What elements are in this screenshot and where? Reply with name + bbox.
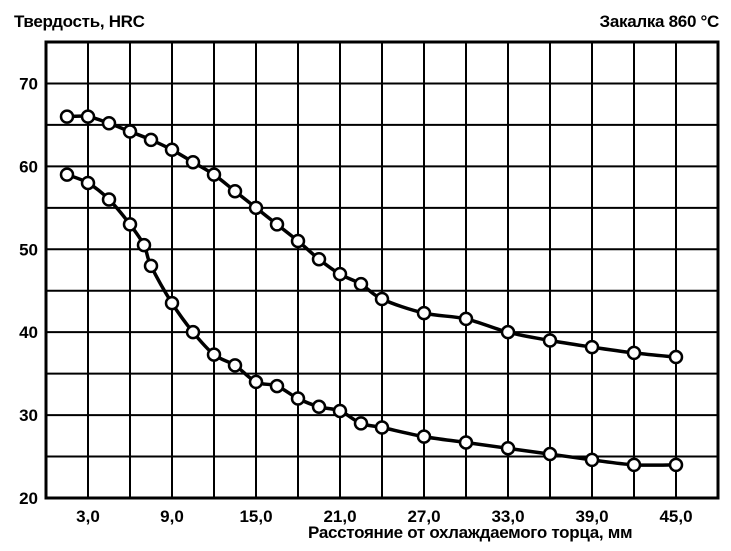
data-point [416,305,432,321]
data-point [206,167,222,182]
series-line-2 [66,173,677,467]
y-tick-label: 40 [19,323,38,342]
y-tick-label: 30 [19,406,38,425]
y-axis-label: Твердость, HRC [14,12,145,31]
x-tick-label: 9,0 [160,507,184,526]
data-point [185,324,201,340]
y-tick-label: 60 [19,157,38,176]
data-point [542,446,558,462]
data-point [542,333,558,348]
y-tick-labels: 20 30 40 50 60 70 [19,74,38,508]
data-point [80,109,96,124]
data-point [290,391,306,406]
data-point [353,276,369,292]
data-point [584,452,600,468]
data-point [122,217,138,232]
data-point [458,311,474,327]
x-tick-label: 3,0 [76,507,100,526]
x-tick-label: 21,0 [323,507,356,526]
x-tick-label: 39,0 [575,507,608,526]
y-tick-label: 70 [19,74,38,93]
data-point [248,200,264,216]
data-point [164,295,180,311]
data-point [374,420,390,435]
data-point [143,258,159,274]
data-point [80,175,96,191]
data-point [59,109,75,124]
quench-temperature-label: Закалка 860 °C [599,12,719,31]
data-point [332,403,348,419]
data-point [311,399,327,415]
data-point [136,237,152,253]
data-point [626,457,642,473]
data-point [185,154,201,170]
data-point [269,217,285,232]
y-tick-label: 50 [19,240,38,259]
x-axis-label: Расстояние от охлаждаемого торца, мм [308,523,633,542]
data-point [227,358,243,373]
data-point [227,183,243,199]
data-point [206,347,222,362]
data-point [332,266,348,282]
data-point [122,124,138,139]
data-point [353,416,369,431]
data-point [143,132,159,148]
data-point [59,167,75,182]
data-point [374,291,390,307]
data-point [626,345,642,361]
x-tick-label: 33,0 [491,507,524,526]
series-group [59,109,684,473]
data-point [500,324,516,340]
x-tick-label: 45,0 [659,507,692,526]
data-point [458,435,474,450]
data-point [311,251,327,267]
data-point [668,457,684,473]
data-point [584,339,600,355]
x-tick-label: 27,0 [407,507,440,526]
x-tick-label: 15,0 [239,507,272,526]
x-tick-labels: 3,0 9,0 15,0 21,0 27,0 33,0 39,0 45,0 [76,507,692,526]
data-point [101,116,117,131]
data-point [290,233,306,249]
data-point [164,142,180,158]
data-point [101,192,117,207]
y-tick-label: 20 [19,489,38,508]
data-point [248,374,264,390]
series-line-1 [66,114,677,359]
data-point [500,441,516,456]
plot-frame [44,40,720,500]
data-point [269,378,285,394]
data-point [668,349,684,365]
data-point [416,429,432,444]
